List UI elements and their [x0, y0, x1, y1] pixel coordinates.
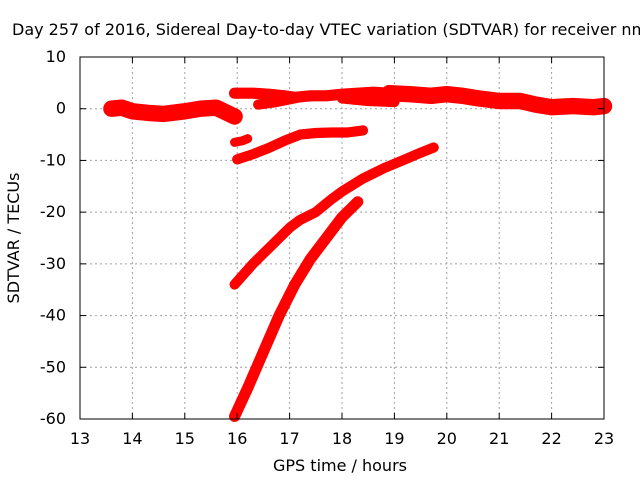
data-point — [180, 107, 189, 116]
data-point — [264, 144, 273, 153]
data-point — [442, 90, 451, 99]
data-point — [338, 213, 346, 222]
data-point — [311, 208, 320, 217]
data-point — [406, 90, 415, 99]
data-point — [117, 103, 126, 112]
data-point — [238, 136, 247, 145]
data-point — [296, 93, 305, 102]
data-point — [290, 280, 299, 289]
y-tick-label: -20 — [40, 202, 66, 221]
y-tick-label: -60 — [40, 409, 66, 428]
data-point — [427, 91, 436, 100]
x-tick-label: 15 — [175, 429, 195, 448]
y-tick-label: -40 — [40, 306, 66, 325]
data-point — [248, 150, 257, 159]
series-layer — [103, 84, 613, 422]
y-tick-label: -50 — [40, 357, 66, 376]
data-point — [429, 143, 438, 152]
data-point — [230, 280, 239, 289]
data-point — [311, 129, 320, 138]
data-point — [107, 104, 116, 113]
data-point — [322, 234, 331, 242]
data-point — [369, 88, 378, 97]
data-point — [230, 112, 239, 121]
x-tick-label: 20 — [437, 429, 457, 448]
x-tick-label: 18 — [332, 429, 352, 448]
data-point — [338, 187, 346, 196]
x-tick-label: 17 — [279, 429, 299, 448]
x-tick-label: 13 — [70, 429, 90, 448]
data-point — [248, 89, 257, 98]
data-point — [306, 254, 315, 263]
label-layer: 13 14 15 16 17 18 19 20 21 22 23 10 0 -10 -20 -30 -40 -50… — [40, 47, 614, 448]
x-tick-label: 21 — [489, 429, 509, 448]
data-point — [400, 155, 409, 164]
data-point — [364, 96, 373, 105]
tick-layer — [79, 56, 605, 420]
x-tick-label: 23 — [594, 429, 614, 448]
data-point — [275, 311, 284, 320]
data-point — [531, 100, 540, 109]
data-point — [259, 347, 268, 356]
data-point — [128, 107, 137, 116]
y-axis-label: SDTVAR / TECUs — [4, 173, 23, 304]
data-point — [243, 134, 252, 143]
data-point — [159, 109, 168, 118]
data-point — [474, 94, 483, 103]
data-point — [589, 103, 598, 112]
chart-title: Day 257 of 2016, Sidereal Day-to-day VTE… — [12, 20, 640, 39]
data-point — [343, 128, 352, 137]
data-point — [230, 138, 239, 147]
data-point — [322, 91, 331, 100]
data-point — [196, 104, 205, 113]
data-point — [458, 91, 467, 100]
data-point — [296, 130, 305, 139]
x-tick-label: 14 — [122, 429, 142, 448]
data-point — [144, 108, 153, 117]
data-point — [379, 164, 388, 173]
data-point — [212, 103, 221, 112]
x-tick-label: 22 — [541, 429, 561, 448]
data-point — [495, 96, 504, 105]
series-track-7 — [253, 92, 306, 110]
data-point — [269, 98, 278, 107]
data-point — [248, 259, 257, 268]
data-point — [338, 94, 346, 103]
data-point — [285, 95, 294, 104]
x-tick-label: 19 — [384, 429, 404, 448]
data-point — [358, 126, 367, 135]
data-point — [416, 148, 425, 157]
data-point — [327, 128, 336, 137]
y-tick-label: 0 — [56, 99, 66, 118]
data-point — [327, 195, 336, 204]
data-point — [233, 155, 242, 164]
data-point — [254, 100, 263, 109]
data-point — [269, 239, 278, 248]
data-point — [568, 102, 577, 111]
data-point — [306, 91, 315, 100]
data-point — [358, 174, 367, 183]
data-point — [243, 383, 252, 392]
data-point — [516, 96, 525, 105]
y-tick-label: -10 — [40, 150, 66, 169]
y-tick-label: -30 — [40, 254, 66, 273]
x-tick-label: 16 — [227, 429, 247, 448]
data-point — [285, 223, 294, 232]
x-axis-label: GPS time / hours — [273, 456, 407, 475]
data-point — [230, 89, 239, 98]
data-point — [264, 90, 273, 99]
data-point — [296, 215, 305, 224]
data-point — [547, 103, 556, 112]
data-point — [280, 136, 289, 145]
data-point — [353, 197, 362, 206]
data-point — [385, 89, 394, 98]
y-tick-label: 10 — [46, 47, 66, 66]
